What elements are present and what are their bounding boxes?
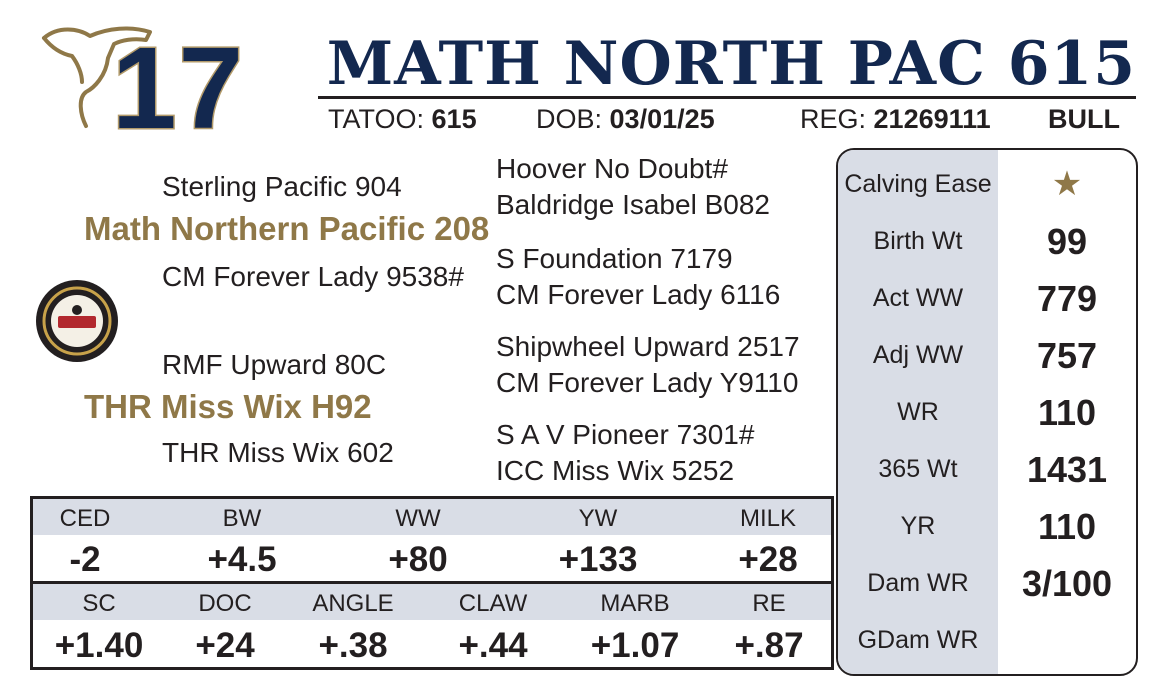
- sire-name: Math Northern Pacific 208: [84, 210, 490, 247]
- cow-head-icon: [42, 26, 152, 128]
- performance-row: GDam WR: [838, 612, 1136, 669]
- epd-value: +.87: [734, 626, 804, 665]
- epd-header-band: [33, 584, 831, 620]
- performance-value: 779: [1036, 278, 1098, 319]
- tattoo-label: TATOO:: [328, 104, 425, 134]
- epd-label: RE: [752, 590, 786, 617]
- epd-value: +133: [558, 540, 638, 579]
- reg-value: 21269111: [873, 104, 991, 134]
- performance-value: 3/100: [1021, 563, 1113, 604]
- performance-label: Calving Ease: [844, 170, 992, 198]
- epd-label: ANGLE: [312, 590, 394, 617]
- star-icon: ★: [1051, 165, 1083, 203]
- grandparent-7: S A V Pioneer 7301#: [496, 419, 755, 450]
- performance-row: 365 Wt 1431: [838, 441, 1136, 498]
- epd-value: +.38: [318, 626, 388, 665]
- epd-value: +80: [388, 540, 448, 579]
- sex-info: BULL: [1048, 102, 1120, 136]
- sire-dam: CM Forever Lady 9538#: [162, 261, 464, 292]
- performance-label: Birth Wt: [873, 227, 963, 255]
- epd-label: BW: [222, 505, 262, 532]
- performance-label-column: [838, 150, 998, 674]
- epd-label: DOC: [198, 590, 252, 617]
- dam-name: THR Miss Wix H92: [84, 388, 372, 425]
- epd-label: MARB: [600, 590, 670, 617]
- performance-label: GDam WR: [857, 626, 979, 654]
- epd-value: +1.40: [54, 626, 144, 665]
- grandparent-5: Shipwheel Upward 2517: [496, 331, 800, 362]
- epd-value: -2: [69, 540, 101, 579]
- epd-label: YW: [578, 505, 618, 532]
- reg-label: REG:: [800, 104, 867, 134]
- reg-info: REG: 21269111: [800, 102, 991, 136]
- performance-value: 110: [1037, 506, 1097, 547]
- epd-label: CLAW: [458, 590, 528, 617]
- performance-label: Dam WR: [867, 569, 969, 597]
- grandparent-4: CM Forever Lady 6116: [496, 279, 781, 310]
- tattoo-info: TATOO: 615: [328, 102, 477, 136]
- performance-label: WR: [897, 398, 939, 426]
- performance-row: Birth Wt 99: [838, 213, 1136, 270]
- dob-value: 03/01/25: [609, 104, 715, 134]
- epd-label: WW: [395, 505, 441, 532]
- epd-row-divider: [33, 581, 831, 584]
- epd-value: +1.07: [590, 626, 680, 665]
- performance-value: 757: [1036, 335, 1098, 376]
- performance-label: Act WW: [872, 284, 964, 312]
- epd-value: +4.5: [207, 540, 277, 579]
- tattoo-value: 615: [431, 104, 477, 134]
- certified-angus-beef-badge-icon: [36, 280, 118, 362]
- sire-sire: Sterling Pacific 904: [162, 171, 402, 202]
- epd-table: CED BW WW YW MILK -2 +4.5 +80 +133 +28 S…: [30, 496, 834, 670]
- performance-label: YR: [900, 512, 936, 540]
- animal-name-title: MATH NORTH PAC 615: [326, 29, 1136, 99]
- grandparent-8: ICC Miss Wix 5252: [496, 455, 735, 486]
- epd-header-band: [33, 499, 831, 535]
- epd-value: +.44: [458, 626, 528, 665]
- sex-value: BULL: [1048, 104, 1120, 134]
- grandparent-1: Hoover No Doubt#: [496, 153, 728, 184]
- dob-info: DOB: 03/01/25: [536, 102, 715, 136]
- performance-row: Adj WW 757: [838, 327, 1136, 384]
- epd-value: +28: [738, 540, 798, 579]
- grandparent-3: S Foundation 7179: [496, 243, 733, 274]
- performance-row: Act WW 779: [838, 270, 1136, 327]
- performance-panel: Calving Ease ★ Birth Wt 99 Act WW 779 Ad…: [836, 148, 1138, 676]
- title-divider: [318, 96, 1136, 99]
- epd-label: MILK: [739, 505, 796, 532]
- lot-number: 17: [110, 23, 246, 153]
- performance-value: 99: [1046, 221, 1088, 262]
- performance-row: Calving Ease ★: [838, 156, 1136, 213]
- dob-label: DOB:: [536, 104, 603, 134]
- performance-row: Dam WR 3/100: [838, 555, 1136, 612]
- dam-sire: RMF Upward 80C: [162, 349, 387, 380]
- performance-label: Adj WW: [872, 341, 964, 369]
- grandparent-2: Baldridge Isabel B082: [496, 189, 770, 220]
- performance-value: 110: [1037, 392, 1097, 433]
- performance-label: 365 Wt: [878, 455, 958, 483]
- epd-value: +24: [195, 626, 255, 665]
- grandparent-6: CM Forever Lady Y9110: [496, 367, 799, 398]
- performance-row: YR 110: [838, 498, 1136, 555]
- performance-value: 1431: [1026, 449, 1108, 490]
- epd-label: SC: [82, 590, 116, 617]
- performance-row: WR 110: [838, 384, 1136, 441]
- epd-label: CED: [59, 505, 111, 532]
- dam-dam: THR Miss Wix 602: [162, 437, 394, 468]
